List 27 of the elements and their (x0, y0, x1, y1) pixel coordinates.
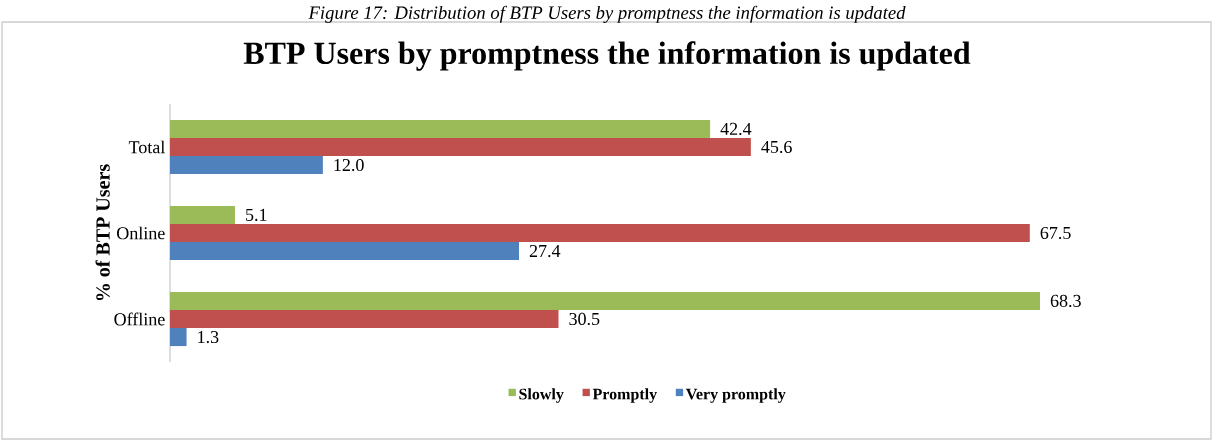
bar (170, 309, 559, 329)
data-label: 1.3 (198, 330, 219, 344)
data-label: 42.4 (720, 122, 752, 136)
data-label: 30.5 (569, 312, 600, 326)
legend-label: Slowly (519, 388, 564, 403)
y-axis-title: % of BTP Users (95, 164, 110, 301)
data-label: 45.6 (761, 140, 792, 154)
bar (170, 156, 323, 175)
legend-label: Promptly (592, 388, 657, 403)
y-tick-label: Online (117, 226, 165, 240)
data-label: 5.1 (246, 208, 267, 221)
data-label: 67.5 (1040, 226, 1071, 240)
chart-title: BTP Users by promptness the information is updated (243, 41, 971, 71)
bar (170, 328, 187, 347)
legend-label: Very promptly (685, 388, 786, 403)
y-tick-label: Offline (114, 312, 165, 326)
bar (170, 137, 751, 157)
data-label: 27.4 (529, 244, 561, 258)
data-label: 12.0 (334, 158, 364, 172)
data-label: 68.3 (1050, 294, 1081, 308)
bar (170, 291, 1040, 310)
caption: Figure 17: Distribution of BTP Users by promptness the information is updated (308, 5, 906, 23)
bar (170, 119, 711, 138)
bar (170, 242, 520, 261)
bar (170, 205, 235, 224)
bar (170, 223, 1030, 243)
y-tick-label: Total (128, 140, 165, 154)
